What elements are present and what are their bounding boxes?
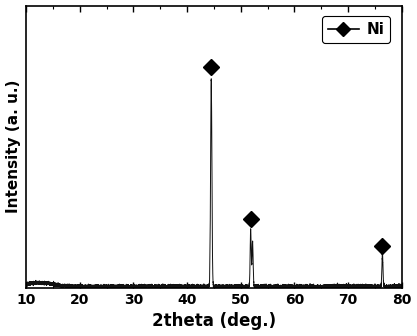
Legend: Ni: Ni xyxy=(322,16,390,43)
Y-axis label: Intensity (a. u.): Intensity (a. u.) xyxy=(5,80,20,213)
X-axis label: 2theta (deg.): 2theta (deg.) xyxy=(152,312,276,330)
